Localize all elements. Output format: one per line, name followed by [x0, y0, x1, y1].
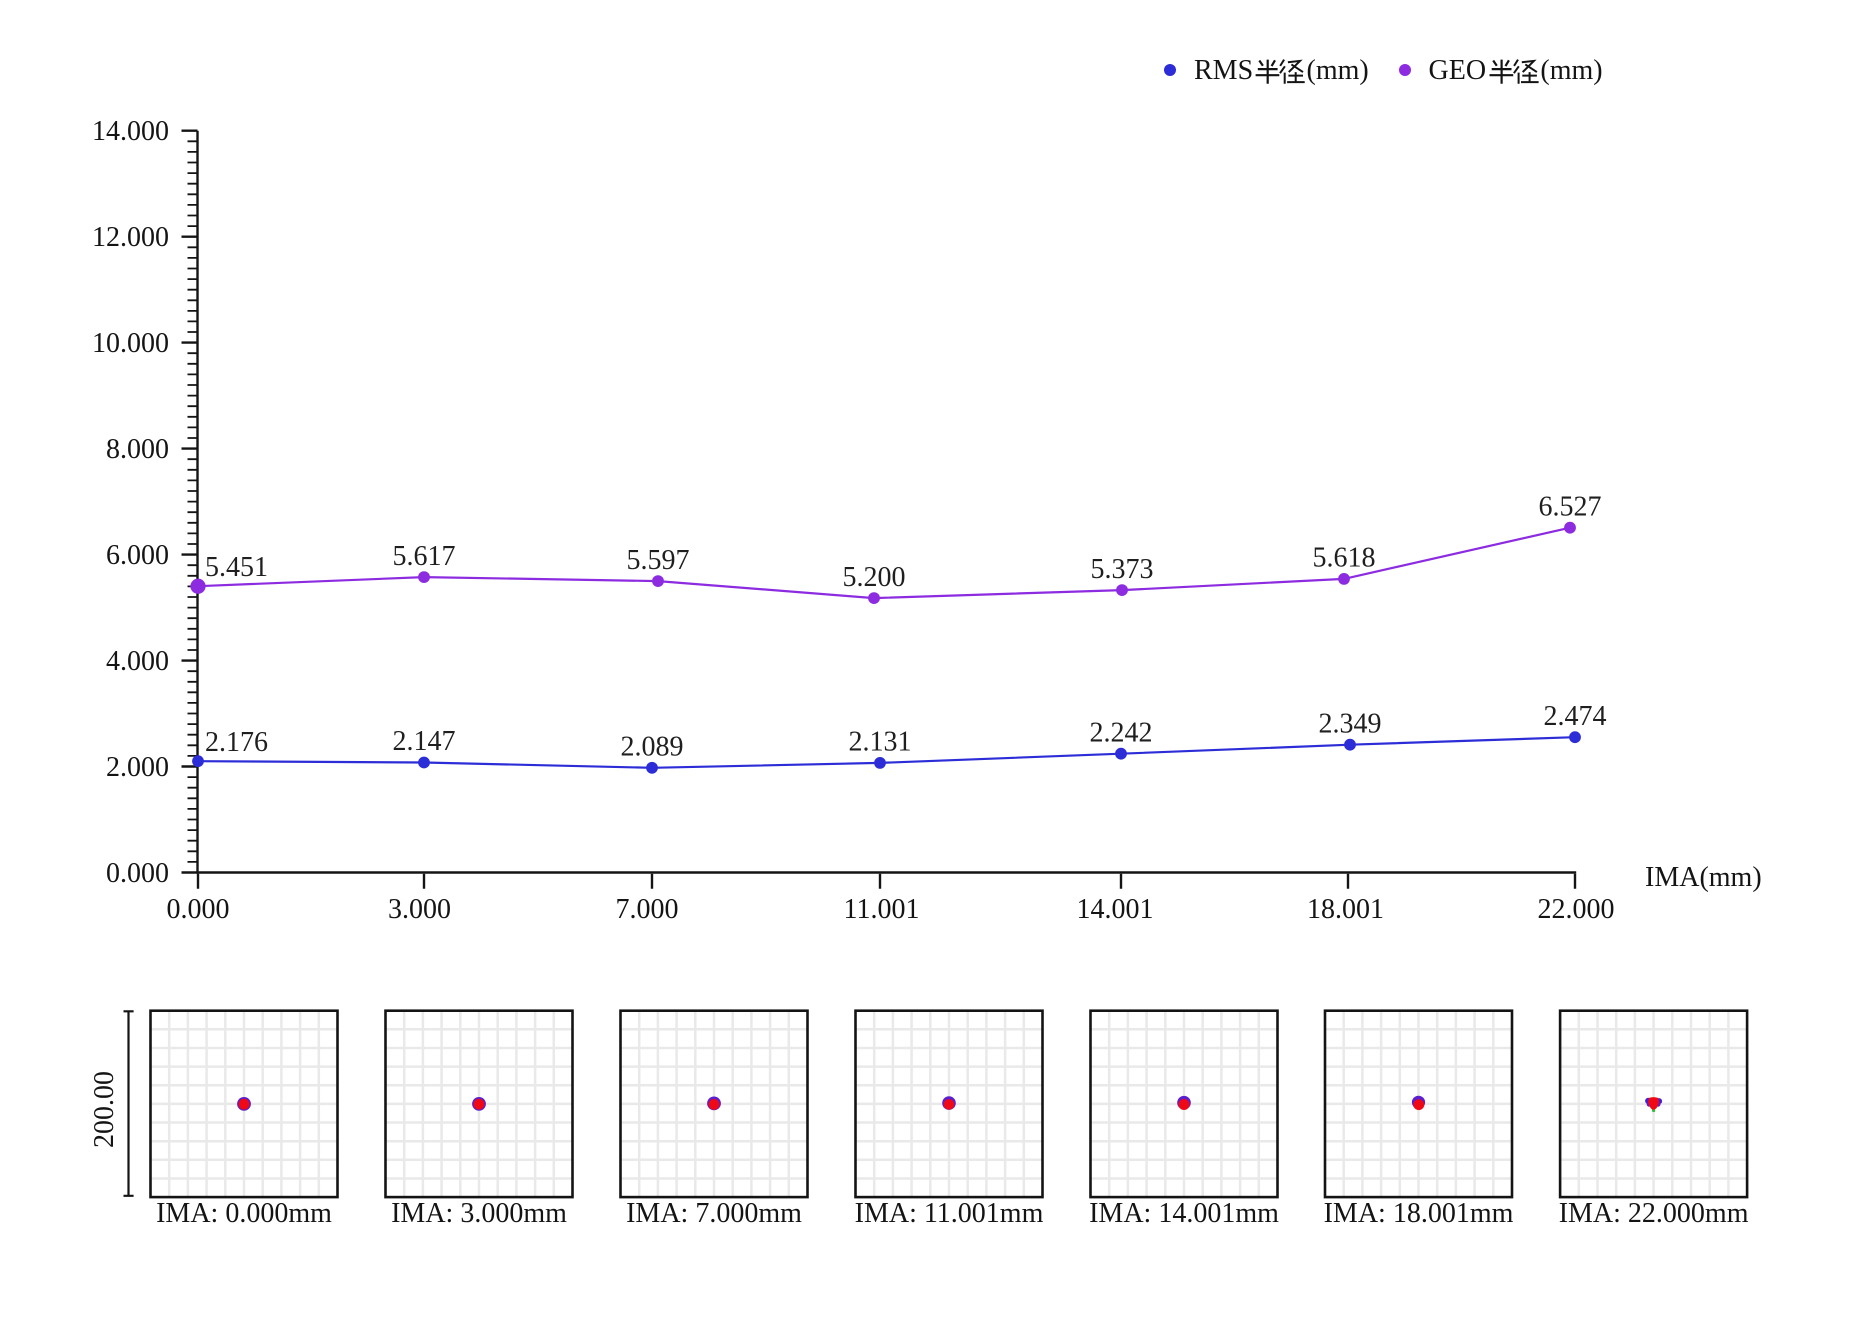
svg-text:2.242: 2.242 — [1090, 717, 1153, 748]
svg-text:GEO: GEO — [1429, 55, 1487, 86]
svg-text:2.131: 2.131 — [849, 727, 912, 758]
svg-text:12.000: 12.000 — [92, 222, 169, 253]
svg-text:5.617: 5.617 — [393, 541, 456, 572]
svg-text:2.474: 2.474 — [1544, 701, 1607, 732]
svg-text:11.001: 11.001 — [844, 894, 920, 925]
svg-text:IMA: 14.001mm: IMA: 14.001mm — [1089, 1198, 1279, 1229]
svg-text:7.000: 7.000 — [616, 894, 679, 925]
svg-text:0.000: 0.000 — [167, 894, 230, 925]
svg-text:2.176: 2.176 — [205, 727, 268, 758]
svg-text:6.527: 6.527 — [1539, 491, 1602, 522]
svg-text:200.00: 200.00 — [89, 1071, 120, 1148]
svg-text:IMA: 7.000mm: IMA: 7.000mm — [626, 1198, 802, 1229]
svg-text:5.451: 5.451 — [205, 552, 268, 583]
svg-text:IMA: 0.000mm: IMA: 0.000mm — [156, 1198, 332, 1229]
svg-text:2.147: 2.147 — [393, 726, 456, 757]
svg-text:14.001: 14.001 — [1077, 894, 1154, 925]
svg-text:8.000: 8.000 — [106, 434, 169, 465]
svg-text:IMA: 3.000mm: IMA: 3.000mm — [391, 1198, 567, 1229]
svg-text:IMA: 18.001mm: IMA: 18.001mm — [1324, 1198, 1514, 1229]
svg-text:4.000: 4.000 — [106, 646, 169, 677]
svg-text:5.618: 5.618 — [1313, 543, 1376, 574]
svg-text:5.373: 5.373 — [1091, 554, 1154, 585]
svg-text:0.000: 0.000 — [106, 858, 169, 889]
svg-text:5.597: 5.597 — [627, 545, 690, 576]
svg-text:22.000: 22.000 — [1538, 894, 1615, 925]
svg-text:IMA(mm): IMA(mm) — [1645, 862, 1762, 893]
svg-text:2.349: 2.349 — [1319, 708, 1382, 739]
svg-text:(mm): (mm) — [1540, 55, 1602, 86]
svg-text:IMA: 11.001mm: IMA: 11.001mm — [855, 1198, 1044, 1229]
svg-text:18.001: 18.001 — [1307, 894, 1384, 925]
svg-text:IMA: 22.000mm: IMA: 22.000mm — [1559, 1198, 1749, 1229]
svg-text:RMS: RMS — [1194, 55, 1253, 86]
svg-text:2.000: 2.000 — [106, 752, 169, 783]
svg-text:10.000: 10.000 — [92, 328, 169, 359]
svg-text:5.200: 5.200 — [843, 562, 906, 593]
svg-text:2.089: 2.089 — [621, 732, 684, 763]
svg-text:6.000: 6.000 — [106, 540, 169, 571]
svg-text:3.000: 3.000 — [388, 894, 451, 925]
svg-text:14.000: 14.000 — [92, 116, 169, 147]
svg-text:(mm): (mm) — [1307, 55, 1369, 86]
